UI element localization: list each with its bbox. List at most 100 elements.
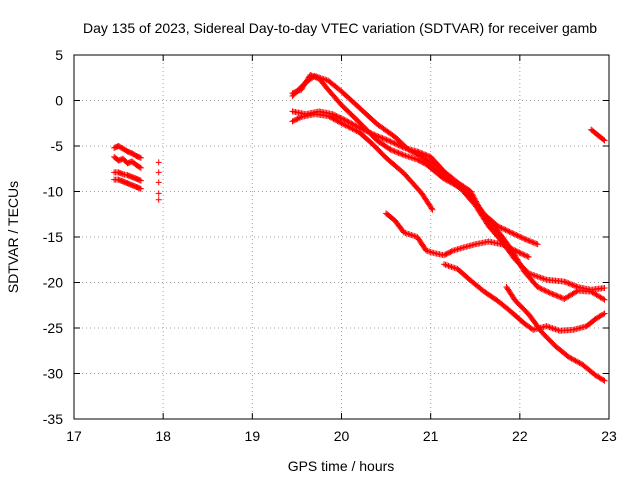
data-point (448, 263, 455, 270)
data-point (551, 325, 558, 332)
data-point (575, 359, 582, 366)
data-point (509, 230, 516, 237)
data-point (359, 126, 366, 133)
data-point (540, 275, 547, 282)
data-point (522, 236, 529, 243)
data-point (412, 156, 419, 163)
series-track-b (289, 72, 608, 293)
data-point (475, 204, 482, 211)
data-point (536, 274, 543, 281)
data-point (418, 158, 425, 165)
data-point (501, 242, 508, 249)
data-point (470, 194, 477, 201)
series-track-f (441, 261, 608, 334)
data-point (523, 252, 530, 259)
data-point (338, 115, 345, 122)
data-point (449, 264, 456, 271)
data-point (531, 272, 538, 279)
data-point (292, 117, 299, 124)
data-point (137, 164, 144, 171)
data-point (507, 245, 514, 252)
plot-frame (73, 54, 610, 420)
data-point (376, 134, 383, 141)
data-point (528, 271, 535, 278)
data-point (518, 234, 525, 241)
data-point (371, 131, 378, 138)
data-point (541, 287, 548, 294)
data-point (566, 280, 573, 287)
data-point (538, 285, 545, 292)
y-tick-label: -15 (43, 229, 63, 245)
data-point (342, 117, 349, 124)
data-point (368, 130, 375, 137)
data-point (344, 118, 351, 125)
data-point (504, 243, 511, 250)
data-point (468, 189, 475, 196)
y-tick-label: -30 (43, 366, 63, 382)
data-point (386, 137, 393, 144)
data-point (523, 236, 530, 243)
data-point (512, 247, 519, 254)
data-point (478, 209, 485, 216)
data-point (408, 154, 415, 161)
data-point (365, 129, 372, 136)
data-point (552, 326, 559, 333)
y-tick-label: 5 (55, 47, 63, 63)
data-point (446, 249, 453, 256)
data-point (137, 185, 144, 192)
data-point (573, 358, 580, 365)
data-point (353, 123, 360, 130)
data-point (348, 120, 355, 127)
data-point (322, 76, 329, 83)
data-point (341, 116, 348, 123)
data-point (548, 290, 555, 297)
data-point (320, 75, 327, 82)
data-point (497, 224, 504, 231)
data-point (525, 254, 532, 261)
data-point (405, 153, 412, 160)
data-point (527, 238, 534, 245)
x-tick-label: 18 (155, 428, 171, 444)
data-point (293, 116, 300, 123)
series-track-g (503, 284, 608, 384)
data-point (444, 262, 451, 269)
y-tick-label: -10 (43, 184, 63, 200)
data-point (402, 152, 409, 159)
data-point (329, 111, 336, 118)
data-point (136, 164, 143, 171)
data-point (396, 142, 403, 149)
data-point (428, 205, 435, 212)
data-point (530, 239, 537, 246)
data-point (333, 113, 340, 120)
data-point (409, 155, 416, 162)
data-point (521, 252, 528, 259)
data-point (409, 232, 416, 239)
data-point (510, 230, 517, 237)
series-early-e (155, 159, 162, 203)
data-point (429, 206, 436, 213)
data-point (155, 190, 162, 197)
data-point (557, 294, 564, 301)
data-point (502, 226, 509, 233)
series-early-b (111, 153, 144, 171)
data-point (572, 282, 579, 289)
data-point (573, 283, 580, 290)
data-point (155, 169, 162, 176)
data-point (388, 139, 395, 146)
data-point (411, 155, 418, 162)
data-point (534, 273, 541, 280)
data-point (553, 292, 560, 299)
data-point (337, 114, 344, 121)
data-point (554, 293, 561, 300)
data-point (470, 192, 477, 199)
data-point (336, 114, 343, 121)
data-point (311, 72, 318, 79)
data-point (443, 250, 450, 257)
data-point (601, 284, 608, 291)
data-point (600, 295, 607, 302)
data-point (394, 149, 401, 156)
data-point (155, 159, 162, 166)
data-point (549, 325, 556, 332)
data-point (441, 261, 448, 268)
data-point (408, 231, 415, 238)
